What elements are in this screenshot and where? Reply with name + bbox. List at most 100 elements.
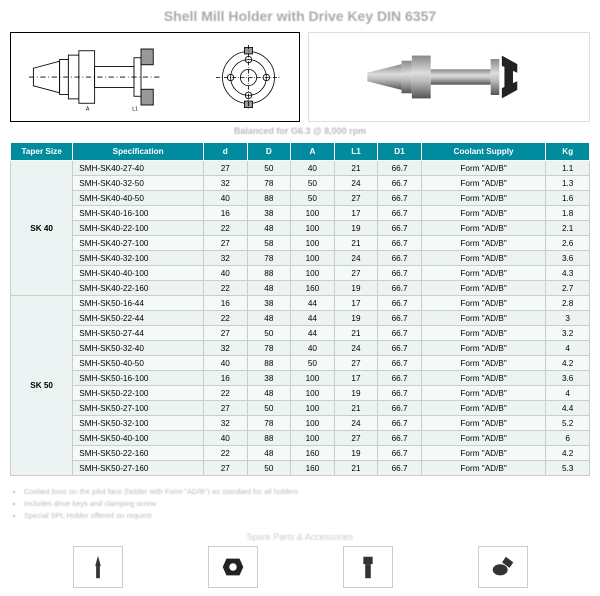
face-view-drawing xyxy=(216,45,281,110)
product-photo xyxy=(308,32,590,122)
cell: 4 xyxy=(546,341,590,356)
cell: SMH-SK50-40-50 xyxy=(73,356,204,371)
cell: 3.2 xyxy=(546,326,590,341)
cell: 27 xyxy=(204,401,248,416)
cell: 17 xyxy=(334,206,378,221)
cell: Form "AD/B" xyxy=(421,311,546,326)
table-row: SMH-SK50-22-10022481001966.7Form "AD/B"4 xyxy=(11,386,590,401)
cell: 3.6 xyxy=(546,371,590,386)
cell: 6 xyxy=(546,431,590,446)
side-view-drawing: A L1 xyxy=(29,42,187,112)
cell: 32 xyxy=(204,341,248,356)
cell: 66.7 xyxy=(378,401,422,416)
cell: Form "AD/B" xyxy=(421,251,546,266)
cell: 100 xyxy=(291,386,335,401)
cell: 66.7 xyxy=(378,221,422,236)
cell: 88 xyxy=(247,431,291,446)
cell: 100 xyxy=(291,251,335,266)
cell: 66.7 xyxy=(378,461,422,476)
cell: 21 xyxy=(334,326,378,341)
cell: 19 xyxy=(334,221,378,236)
cell: 2.6 xyxy=(546,236,590,251)
cell: 22 xyxy=(204,446,248,461)
cell: 66.7 xyxy=(378,206,422,221)
table-row: SMH-SK40-32-10032781002466.7Form "AD/B"3… xyxy=(11,251,590,266)
cell: Form "AD/B" xyxy=(421,161,546,176)
cell: Form "AD/B" xyxy=(421,356,546,371)
cell: 50 xyxy=(247,401,291,416)
cell: 1.6 xyxy=(546,191,590,206)
cell: Form "AD/B" xyxy=(421,281,546,296)
cell: 100 xyxy=(291,236,335,251)
table-row: SK 50SMH-SK50-16-441638441766.7Form "AD/… xyxy=(11,296,590,311)
cell: SMH-SK40-32-100 xyxy=(73,251,204,266)
footnotes: Coolant bore on the pilot face (holder w… xyxy=(10,486,590,522)
cell: 1.8 xyxy=(546,206,590,221)
cell: 88 xyxy=(247,356,291,371)
cell: 100 xyxy=(291,221,335,236)
cell: 21 xyxy=(334,401,378,416)
cell: Form "AD/B" xyxy=(421,341,546,356)
cell: 50 xyxy=(247,461,291,476)
cell: Form "AD/B" xyxy=(421,236,546,251)
cell: 50 xyxy=(247,326,291,341)
table-row: SMH-SK50-40-10040881002766.7Form "AD/B"6 xyxy=(11,431,590,446)
cell: 5.2 xyxy=(546,416,590,431)
cell: 44 xyxy=(291,296,335,311)
spare-part-3 xyxy=(343,546,393,588)
cell: 16 xyxy=(204,371,248,386)
table-row: SMH-SK50-32-10032781002466.7Form "AD/B"5… xyxy=(11,416,590,431)
taper-size-cell: SK 50 xyxy=(11,296,73,476)
cell: Form "AD/B" xyxy=(421,431,546,446)
table-row: SMH-SK50-27-442750442166.7Form "AD/B"3.2 xyxy=(11,326,590,341)
cell: 78 xyxy=(247,416,291,431)
cell: 48 xyxy=(247,386,291,401)
cell: 3.6 xyxy=(546,251,590,266)
holder-photo-icon xyxy=(363,47,534,107)
cell: 40 xyxy=(204,431,248,446)
cell: 48 xyxy=(247,221,291,236)
cell: 38 xyxy=(247,296,291,311)
cell: 66.7 xyxy=(378,251,422,266)
cell: 2.1 xyxy=(546,221,590,236)
cell: 2.8 xyxy=(546,296,590,311)
cell: 66.7 xyxy=(378,341,422,356)
cell: SMH-SK50-32-100 xyxy=(73,416,204,431)
cell: 19 xyxy=(334,386,378,401)
cell: 40 xyxy=(291,161,335,176)
cell: 66.7 xyxy=(378,326,422,341)
cell: 78 xyxy=(247,176,291,191)
cell: 40 xyxy=(204,191,248,206)
cell: 58 xyxy=(247,236,291,251)
cell: 27 xyxy=(204,236,248,251)
table-row: SMH-SK50-27-16027501602166.7Form "AD/B"5… xyxy=(11,461,590,476)
table-row: SMH-SK50-22-442248441966.7Form "AD/B"3 xyxy=(11,311,590,326)
page: Shell Mill Holder with Drive Key DIN 635… xyxy=(0,0,600,596)
cell: SMH-SK40-27-100 xyxy=(73,236,204,251)
table-row: SMH-SK40-22-16022481601966.7Form "AD/B"2… xyxy=(11,281,590,296)
cell: 22 xyxy=(204,281,248,296)
col-header: D xyxy=(247,143,291,161)
cell: 2.7 xyxy=(546,281,590,296)
cell: 50 xyxy=(247,161,291,176)
cell: Form "AD/B" xyxy=(421,386,546,401)
cell: 21 xyxy=(334,161,378,176)
col-header: Coolant Supply xyxy=(421,143,546,161)
cell: 4 xyxy=(546,386,590,401)
table-row: SMH-SK40-32-503278502466.7Form "AD/B"1.3 xyxy=(11,176,590,191)
cell: SMH-SK50-22-44 xyxy=(73,311,204,326)
cell: 66.7 xyxy=(378,296,422,311)
svg-text:L1: L1 xyxy=(133,106,139,112)
cell: SMH-SK40-40-50 xyxy=(73,191,204,206)
table-row: SMH-SK50-40-504088502766.7Form "AD/B"4.2 xyxy=(11,356,590,371)
col-header: Specification xyxy=(73,143,204,161)
cell: 32 xyxy=(204,176,248,191)
col-header: A xyxy=(291,143,335,161)
cell: SMH-SK40-40-100 xyxy=(73,266,204,281)
cell: 50 xyxy=(291,356,335,371)
cell: 21 xyxy=(334,461,378,476)
cell: SMH-SK40-27-40 xyxy=(73,161,204,176)
cell: 38 xyxy=(247,206,291,221)
cell: 27 xyxy=(334,356,378,371)
cell: 40 xyxy=(291,341,335,356)
